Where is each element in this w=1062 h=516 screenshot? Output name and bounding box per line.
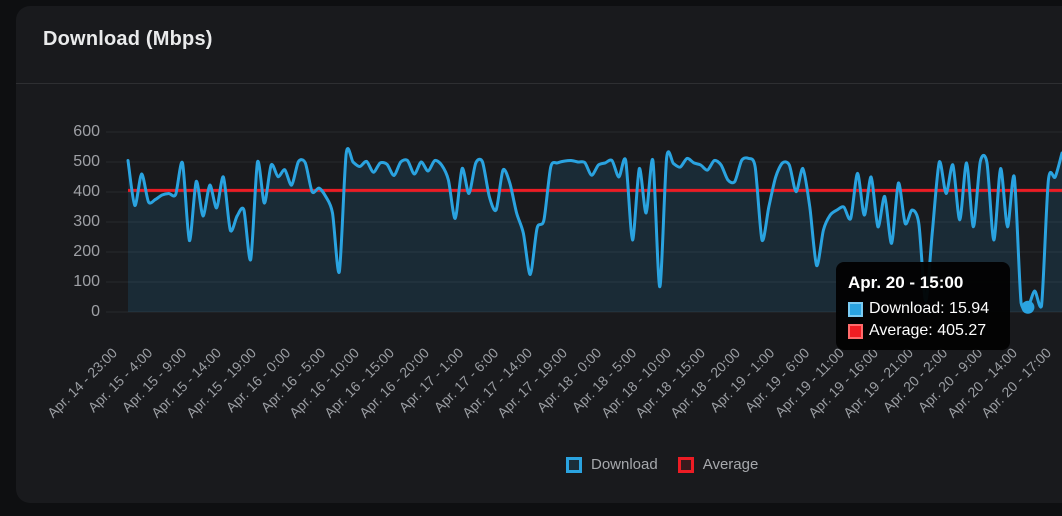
tooltip-row-average: Average: 405.27 (848, 322, 996, 340)
tooltip-row-download: Download: 15.94 (848, 300, 996, 318)
legend-item-average[interactable]: Average (677, 456, 759, 473)
legend-label-average: Average (702, 456, 759, 473)
tooltip-title: Apr. 20 - 15:00 (848, 273, 964, 292)
y-tick-label: 0 (91, 303, 100, 320)
tooltip-average-swatch-icon (848, 323, 863, 339)
tooltip-download-value: Download: 15.94 (869, 300, 990, 317)
hovered-point-marker (1021, 300, 1035, 314)
y-tick-label: 200 (73, 243, 100, 260)
chart-title: Download (Mbps) (43, 28, 213, 50)
header-divider (16, 83, 1062, 84)
y-tick-label: 400 (73, 183, 100, 200)
legend-label-download: Download (591, 456, 658, 473)
chart-legend: Download Average (566, 456, 758, 473)
tooltip-average-value: Average: 405.27 (869, 322, 987, 339)
legend-item-download[interactable]: Download (566, 456, 658, 473)
y-tick-label: 100 (73, 273, 100, 290)
download-legend-swatch-icon (566, 456, 582, 473)
chart-card: Download (Mbps) (16, 6, 1062, 503)
y-tick-label: 600 (73, 123, 100, 140)
card-header: Download (Mbps) (16, 6, 1062, 84)
download-line (126, 147, 1062, 311)
y-tick-label: 500 (73, 153, 100, 170)
tooltip-download-swatch-icon (848, 301, 863, 317)
average-legend-swatch-icon (677, 456, 694, 473)
y-tick-label: 300 (73, 213, 100, 230)
chart-tooltip: Apr. 20 - 15:00 Download: 15.94 Average:… (836, 262, 1010, 350)
